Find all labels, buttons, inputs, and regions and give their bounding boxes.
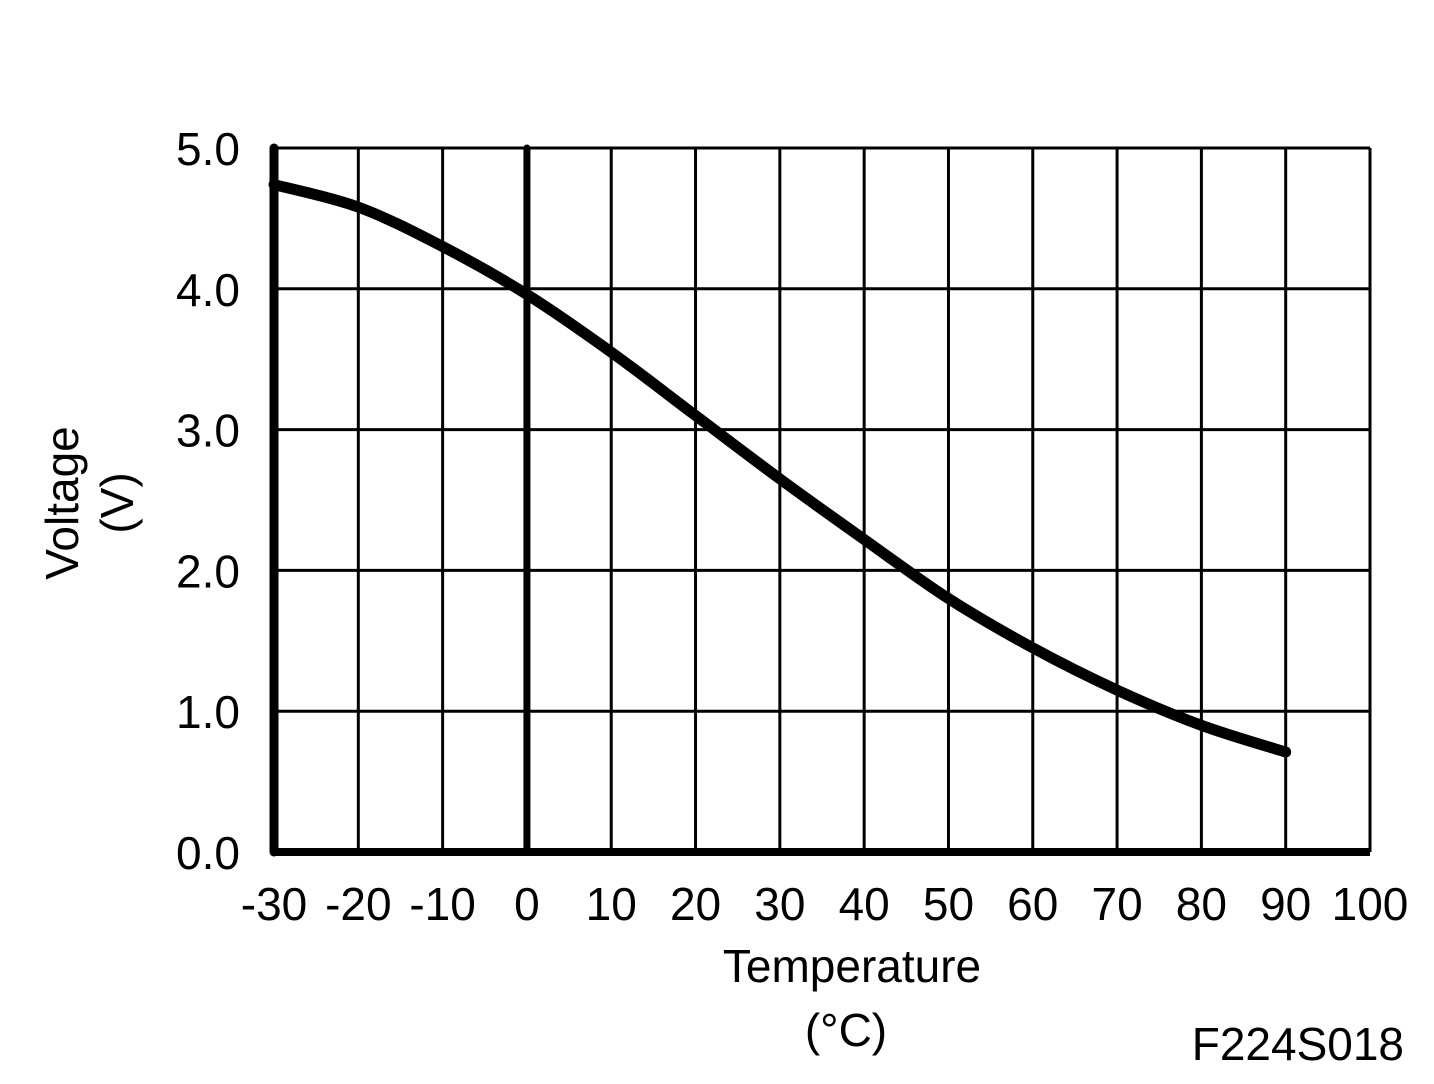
x-tick-label: -20 [325,878,391,930]
grid [274,146,1372,852]
x-tick-label: 100 [1332,878,1409,930]
tick-labels: -30 -20 -10 0 10 20 30 40 50 60 70 80 90 100 0.0 1.0 2.0… [176,123,1408,930]
y-tick-label: 3.0 [176,405,240,457]
x-tick-label: 60 [1007,878,1058,930]
y-axis-unit: (V) [91,472,143,533]
x-tick-label: 10 [586,878,637,930]
figure-code: F224S018 [1192,1018,1404,1070]
x-tick-label: 30 [754,878,805,930]
x-tick-label: 90 [1260,878,1311,930]
x-tick-label: 20 [670,878,721,930]
y-axis-title: Voltage [36,426,88,579]
x-tick-label: -10 [409,878,475,930]
series [268,179,1292,758]
series-line [268,179,1292,758]
x-tick-label: 40 [839,878,890,930]
y-tick-label: 5.0 [176,123,240,175]
x-tick-label: 50 [923,878,974,930]
x-axis-title: Temperature [723,940,981,992]
y-tick-label: 4.0 [176,264,240,316]
x-tick-label: 80 [1176,878,1227,930]
x-tick-label: 70 [1091,878,1142,930]
x-tick-label: -30 [241,878,307,930]
y-tick-label: 2.0 [176,545,240,597]
y-tick-label: 1.0 [176,686,240,738]
axes [269,143,1370,857]
x-tick-label: 0 [514,878,540,930]
y-tick-label: 0.0 [176,827,240,879]
x-axis-unit: (°C) [805,1004,887,1056]
